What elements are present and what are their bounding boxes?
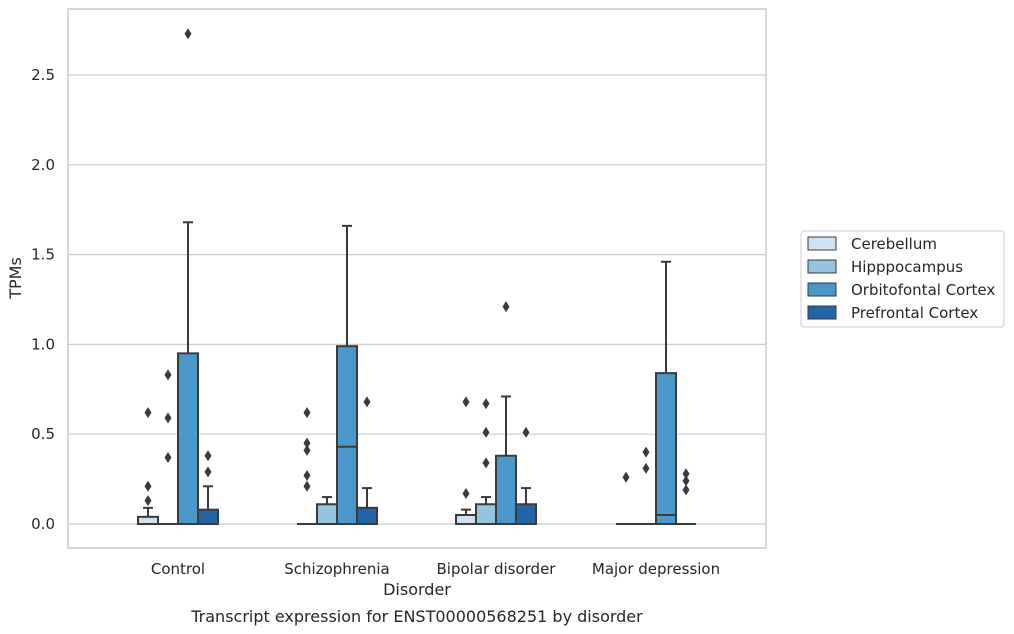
x-axis-label: Disorder [383,580,451,599]
y-tick-label: 0.0 [31,515,55,533]
legend: Cerebellum Hipppocampus Orbitofontal Corte… [800,230,1005,328]
outlier-point [363,396,371,408]
outlier-point [144,495,152,507]
legend-frame [800,230,1005,328]
outlier-point [303,470,311,482]
box [495,454,517,526]
y-tick-label: 2.0 [31,156,55,174]
outlier-point [164,452,172,464]
outlier-point [303,480,311,492]
legend-label: Hipppocampus [851,258,963,276]
legend-label: Cerebellum [851,235,937,253]
outlier-point [164,412,172,424]
y-tick-label: 1.0 [31,335,55,353]
legend-swatch [807,236,837,251]
box [475,503,497,525]
box [655,372,677,525]
outlier-point [482,426,490,438]
legend-swatch [807,259,837,274]
outlier-point [303,444,311,456]
chart-caption: Transcript expression for ENST0000056825… [190,607,643,626]
x-tick-labels: Control Schizophrenia Bipolar disorder Majo… [151,560,720,578]
x-tick-label: Major depression [592,560,720,578]
box-group [297,407,317,525]
box-group [336,224,358,526]
box-group [475,398,497,525]
outlier-point [642,462,650,474]
outlier-point [482,398,490,410]
box [137,515,159,525]
box [455,514,477,526]
x-tick-label: Bipolar disorder [437,560,557,578]
box-group [158,369,178,525]
box-group [616,471,636,525]
legend-swatch [807,282,837,297]
x-tick-label: Schizophrenia [284,560,389,578]
box-group [316,496,338,525]
outlier-point [164,369,172,381]
plot-frame [67,8,767,549]
box-group [636,446,656,525]
outlier-point [502,301,510,313]
box [197,508,219,525]
x-tick-label: Control [151,560,205,578]
outlier-point [204,450,212,462]
box [515,503,537,525]
outlier-point [144,407,152,419]
outlier-point [642,446,650,458]
outlier-point [184,28,192,40]
outlier-point [682,484,690,496]
legend-label: Orbitofontal Cortex [851,281,995,299]
box-group [177,28,199,525]
outlier-point [462,396,470,408]
box-group [515,426,537,525]
outlier-point [622,471,630,483]
y-tick-labels: 0.0 0.5 1.0 1.5 2.0 2.5 [31,66,55,533]
y-tick-label: 2.5 [31,66,55,84]
box-group [495,301,517,526]
outlier-point [522,426,530,438]
outlier-point [682,475,690,487]
box-group [197,450,219,525]
box [356,506,378,525]
box-group [676,468,696,525]
outlier-point [303,407,311,419]
outlier-point [303,437,311,449]
y-tick-label: 1.5 [31,246,55,264]
box-group [655,260,677,525]
y-tick-label: 0.5 [31,425,55,443]
box [316,503,338,525]
boxes-layer [137,28,696,526]
outlier-point [204,466,212,478]
legend-swatch [807,305,837,320]
box [336,345,358,526]
outlier-point [144,480,152,492]
outlier-point [682,468,690,480]
legend-label: Prefrontal Cortex [851,304,978,322]
box [177,352,199,525]
outlier-point [482,457,490,469]
box-group [137,407,159,525]
box-group [455,396,477,526]
outlier-point [462,487,470,499]
y-axis-label: TPMs [6,257,25,300]
box-group [356,396,378,525]
